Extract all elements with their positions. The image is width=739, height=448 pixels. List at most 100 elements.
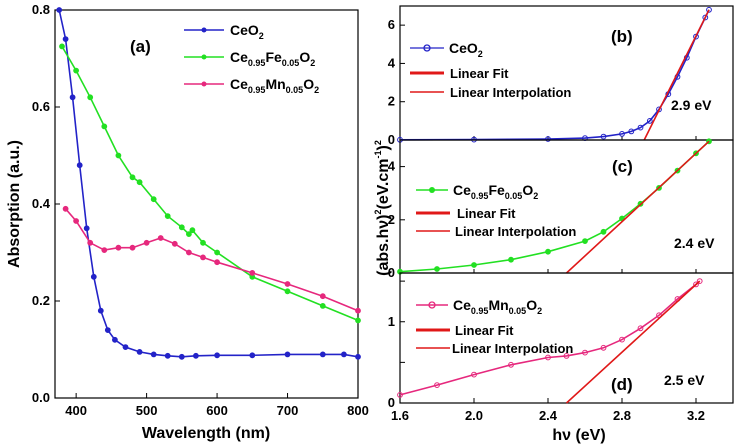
data-point [284, 281, 291, 287]
data-point [600, 344, 607, 351]
panel-a-xlabel: Wavelength (nm) [142, 425, 270, 442]
data-point [122, 344, 129, 351]
data-point [189, 227, 196, 234]
data-point [101, 247, 108, 254]
data-point [62, 205, 69, 212]
data-point [129, 174, 136, 181]
panel-a-legend: CeO2 Ce0.95Fe0.05O2 Ce0.95Mn0.05O2 [184, 22, 319, 95]
data-point [637, 124, 644, 131]
data-point [341, 351, 347, 358]
legend-b-data-label: CeO2 [449, 40, 483, 59]
data-point [646, 118, 653, 124]
data-point [434, 382, 440, 389]
fit-line [565, 140, 710, 274]
data-point [136, 179, 143, 186]
legend-fe-marker [201, 54, 207, 60]
ytick-label: 4 [388, 159, 396, 174]
data-point [76, 162, 83, 169]
data-point [157, 235, 164, 241]
data-point [471, 371, 477, 378]
data-point [284, 351, 291, 358]
data-point [73, 218, 79, 224]
panel-c-bandgap: 2.4 eV [674, 235, 715, 251]
panel-b-ceo2: 0 2 4 6 (b) 2.9 eV CeO2 Linear Fit Linear I… [388, 5, 734, 147]
legend-d-data-label: Ce0.95Mn0.05O2 [453, 297, 542, 316]
data-point [97, 307, 104, 314]
xtick-label: 500 [136, 403, 158, 418]
data-point [178, 224, 185, 231]
data-point [150, 196, 157, 203]
data-point [83, 225, 90, 232]
data-point [186, 231, 192, 238]
data-point [129, 244, 136, 251]
legend-ceo2-sub: 2 [259, 31, 264, 41]
legend-c-fit-label: Linear Fit [457, 206, 516, 221]
series-line-0 [399, 140, 710, 273]
data-point [628, 128, 635, 135]
data-point [136, 349, 143, 355]
data-point [249, 270, 256, 276]
data-point [101, 123, 108, 130]
data-point [284, 288, 291, 295]
data-point [87, 239, 94, 246]
data-point [178, 353, 185, 360]
ytick-label: 0 [388, 265, 395, 280]
series-line-0 [399, 9, 710, 141]
ytick-label: 2 [388, 212, 395, 227]
ytick-label: 0 [388, 395, 395, 410]
data-point [112, 336, 118, 343]
legend-mn-marker [201, 81, 207, 87]
panel-c-frame [399, 139, 734, 274]
data-point [143, 239, 150, 246]
legend-d-fit-label: Linear Fit [455, 323, 514, 338]
xtick-label: 3.2 [687, 408, 705, 423]
data-point [545, 136, 551, 142]
ytick-label: 0.2 [32, 293, 50, 308]
panel-a-frame [54, 9, 359, 399]
data-point [545, 248, 551, 255]
legend-d-data-marker [428, 301, 436, 309]
xtick-label: 400 [65, 403, 87, 418]
ytick-label: 1 [388, 314, 395, 329]
data-point [115, 244, 122, 251]
data-point [104, 327, 111, 334]
xtick-label: 800 [347, 403, 369, 418]
legend-d-interp-label: Linear Interpolation [452, 341, 573, 356]
series-line-2 [64, 208, 359, 312]
data-point [619, 131, 625, 137]
data-point [150, 351, 157, 358]
series-line-1 [61, 45, 359, 322]
panel-b-legend: CeO2 Linear Fit Linear Interpolation [410, 40, 571, 100]
data-point [62, 36, 69, 42]
data-point [563, 353, 570, 359]
panel-d-series [397, 278, 703, 404]
panel-a-ylabel: Absorption (a.u.) [6, 140, 23, 268]
xtick-label: 600 [206, 403, 228, 418]
data-point [214, 259, 221, 266]
data-point [508, 361, 514, 368]
data-point [164, 352, 171, 359]
legend-ceo2-marker [201, 27, 207, 33]
panel-d-xlabel: hν (eV) [552, 427, 605, 444]
data-point [164, 213, 171, 220]
panel-b-series [397, 6, 712, 143]
panel-c-legend: Ce0.95Fe0.05O2 Linear Fit Linear Interpo… [416, 182, 576, 239]
series-line-0 [399, 280, 701, 396]
legend-b-data-marker [423, 44, 431, 52]
data-point [355, 353, 361, 360]
data-point [508, 256, 514, 263]
data-point [471, 262, 477, 268]
fit-line [643, 9, 710, 141]
data-point [73, 67, 79, 74]
data-point [637, 325, 644, 332]
data-point [90, 273, 97, 280]
data-point [69, 94, 76, 101]
panel-c-series [397, 138, 712, 275]
ytick-label: 4 [388, 55, 396, 70]
data-point [200, 239, 206, 246]
data-point [249, 352, 256, 359]
legend-b-fit-label: Linear Fit [450, 66, 509, 81]
ytick-label: 0.6 [32, 99, 50, 114]
data-point [171, 240, 178, 247]
